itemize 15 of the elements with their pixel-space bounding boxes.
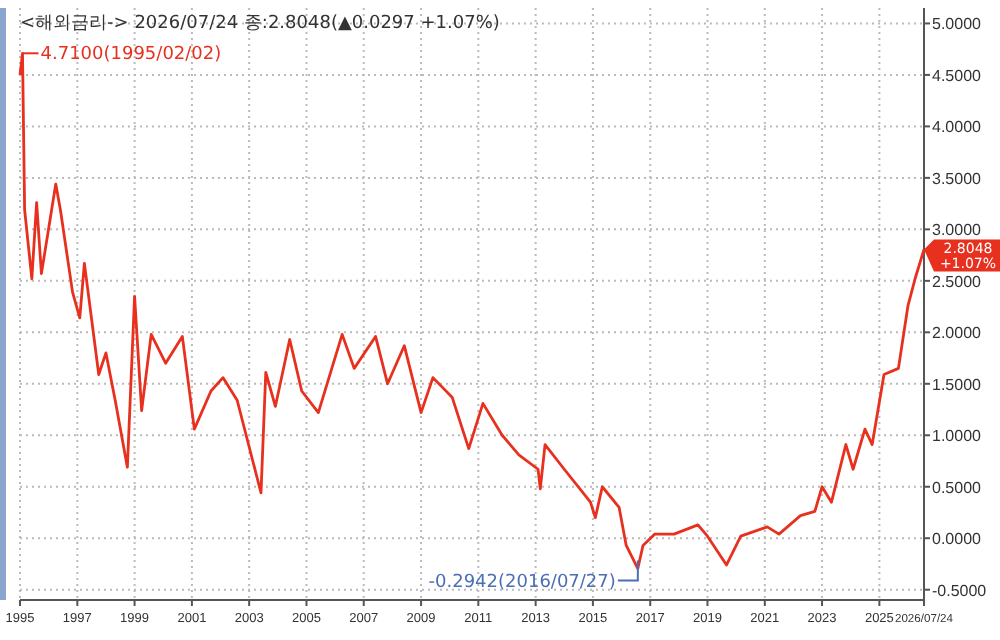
- y-tick-label: 3.5000: [932, 169, 983, 188]
- y-tick-label: 4.5000: [932, 66, 983, 85]
- y-tick-label: 3.0000: [932, 221, 983, 240]
- y-tick-label: 2.5000: [932, 272, 983, 291]
- annotation: -0.2942(2016/07/27): [428, 572, 616, 593]
- y-tick-label: 1.5000: [932, 375, 983, 394]
- y-tick-label: 5.0000: [932, 15, 983, 34]
- y-tick-label: 4.0000: [932, 118, 983, 137]
- y-tick-label: 1.0000: [932, 427, 983, 446]
- annotation: 4.7100(1995/02/02): [40, 45, 222, 66]
- y-tick-label: -0.5000: [932, 581, 988, 600]
- y-tick-label: 0.5000: [932, 478, 983, 497]
- y-tick-label: 2.0000: [932, 324, 983, 343]
- y-tick-label: 0.0000: [932, 530, 983, 549]
- chart-title: <해외금리-> 2026/07/24 종:2.8048(▲0.0297 +1.07%): [20, 14, 500, 34]
